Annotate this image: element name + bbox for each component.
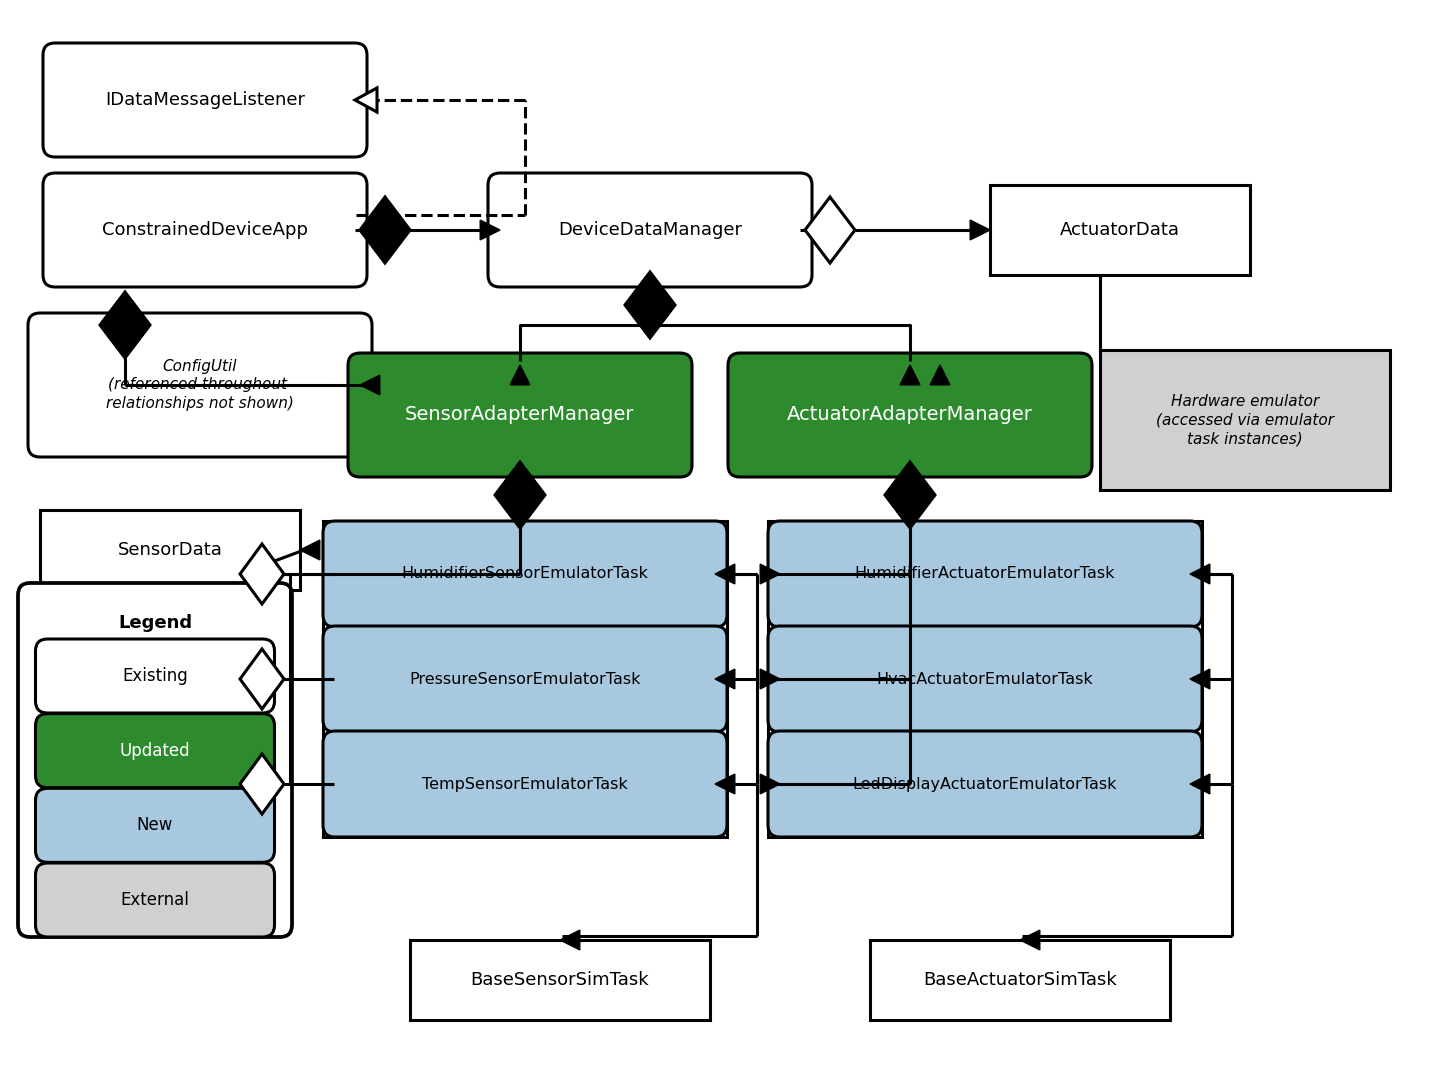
- FancyBboxPatch shape: [348, 353, 692, 477]
- FancyBboxPatch shape: [769, 626, 1203, 732]
- Polygon shape: [559, 930, 580, 950]
- Polygon shape: [1190, 774, 1210, 794]
- Polygon shape: [239, 754, 284, 814]
- Text: Hardware emulator
(accessed via emulator
task instances): Hardware emulator (accessed via emulator…: [1156, 393, 1334, 446]
- Bar: [769, 521, 1203, 837]
- Polygon shape: [1190, 669, 1210, 689]
- Text: Legend: Legend: [118, 614, 192, 632]
- Text: New: New: [137, 816, 173, 834]
- Polygon shape: [355, 88, 376, 112]
- Text: ConstrainedDeviceApp: ConstrainedDeviceApp: [102, 221, 309, 239]
- Text: ActuatorAdapterManager: ActuatorAdapterManager: [787, 405, 1032, 425]
- Polygon shape: [885, 462, 934, 528]
- FancyBboxPatch shape: [769, 521, 1203, 627]
- Polygon shape: [760, 564, 780, 584]
- FancyBboxPatch shape: [17, 583, 291, 937]
- Polygon shape: [624, 272, 675, 338]
- Text: Updated: Updated: [120, 742, 190, 760]
- Bar: [40, 510, 300, 590]
- FancyBboxPatch shape: [27, 313, 372, 457]
- FancyBboxPatch shape: [769, 731, 1203, 837]
- Text: PressureSensorEmulatorTask: PressureSensorEmulatorTask: [410, 672, 640, 687]
- FancyBboxPatch shape: [323, 521, 727, 627]
- Bar: [870, 940, 1169, 1020]
- Text: ConfigUtil
(referenced throughout-
relationships not shown): ConfigUtil (referenced throughout- relat…: [107, 359, 294, 411]
- Bar: [323, 521, 727, 837]
- Text: BaseActuatorSimTask: BaseActuatorSimTask: [923, 971, 1118, 989]
- Polygon shape: [300, 540, 320, 560]
- Text: LedDisplayActuatorEmulatorTask: LedDisplayActuatorEmulatorTask: [852, 776, 1118, 791]
- Polygon shape: [239, 544, 284, 604]
- Text: Existing: Existing: [123, 666, 187, 685]
- Polygon shape: [970, 220, 991, 240]
- Polygon shape: [715, 564, 735, 584]
- FancyBboxPatch shape: [36, 863, 274, 937]
- Text: BaseSensorSimTask: BaseSensorSimTask: [470, 971, 649, 989]
- Polygon shape: [1019, 930, 1040, 950]
- Bar: [1100, 350, 1390, 490]
- Text: DeviceDataManager: DeviceDataManager: [558, 221, 743, 239]
- Text: SensorData: SensorData: [118, 541, 222, 559]
- Polygon shape: [760, 669, 780, 689]
- Text: IDataMessageListener: IDataMessageListener: [105, 91, 306, 109]
- Polygon shape: [715, 774, 735, 794]
- Text: TempSensorEmulatorTask: TempSensorEmulatorTask: [423, 776, 627, 791]
- Text: SensorAdapterManager: SensorAdapterManager: [405, 405, 634, 425]
- Bar: [991, 185, 1250, 275]
- FancyBboxPatch shape: [728, 353, 1092, 477]
- Polygon shape: [480, 220, 500, 240]
- Polygon shape: [239, 649, 284, 710]
- FancyBboxPatch shape: [487, 173, 812, 287]
- FancyBboxPatch shape: [323, 626, 727, 732]
- FancyBboxPatch shape: [36, 639, 274, 713]
- Polygon shape: [1190, 564, 1210, 584]
- Polygon shape: [760, 774, 780, 794]
- Polygon shape: [495, 462, 545, 528]
- Text: HvacActuatorEmulatorTask: HvacActuatorEmulatorTask: [877, 672, 1093, 687]
- FancyBboxPatch shape: [36, 714, 274, 788]
- FancyBboxPatch shape: [36, 788, 274, 862]
- Bar: [410, 940, 709, 1020]
- Text: HumidifierSensorEmulatorTask: HumidifierSensorEmulatorTask: [401, 567, 649, 582]
- Polygon shape: [360, 197, 410, 263]
- Polygon shape: [510, 366, 529, 385]
- Polygon shape: [715, 669, 735, 689]
- Polygon shape: [900, 366, 920, 385]
- FancyBboxPatch shape: [323, 731, 727, 837]
- Polygon shape: [805, 197, 855, 263]
- Polygon shape: [930, 366, 950, 385]
- FancyBboxPatch shape: [43, 43, 368, 157]
- Polygon shape: [360, 375, 379, 395]
- Text: HumidifierActuatorEmulatorTask: HumidifierActuatorEmulatorTask: [855, 567, 1115, 582]
- FancyBboxPatch shape: [43, 173, 368, 287]
- Polygon shape: [99, 292, 150, 358]
- Text: External: External: [121, 891, 189, 909]
- Text: ActuatorData: ActuatorData: [1060, 221, 1180, 239]
